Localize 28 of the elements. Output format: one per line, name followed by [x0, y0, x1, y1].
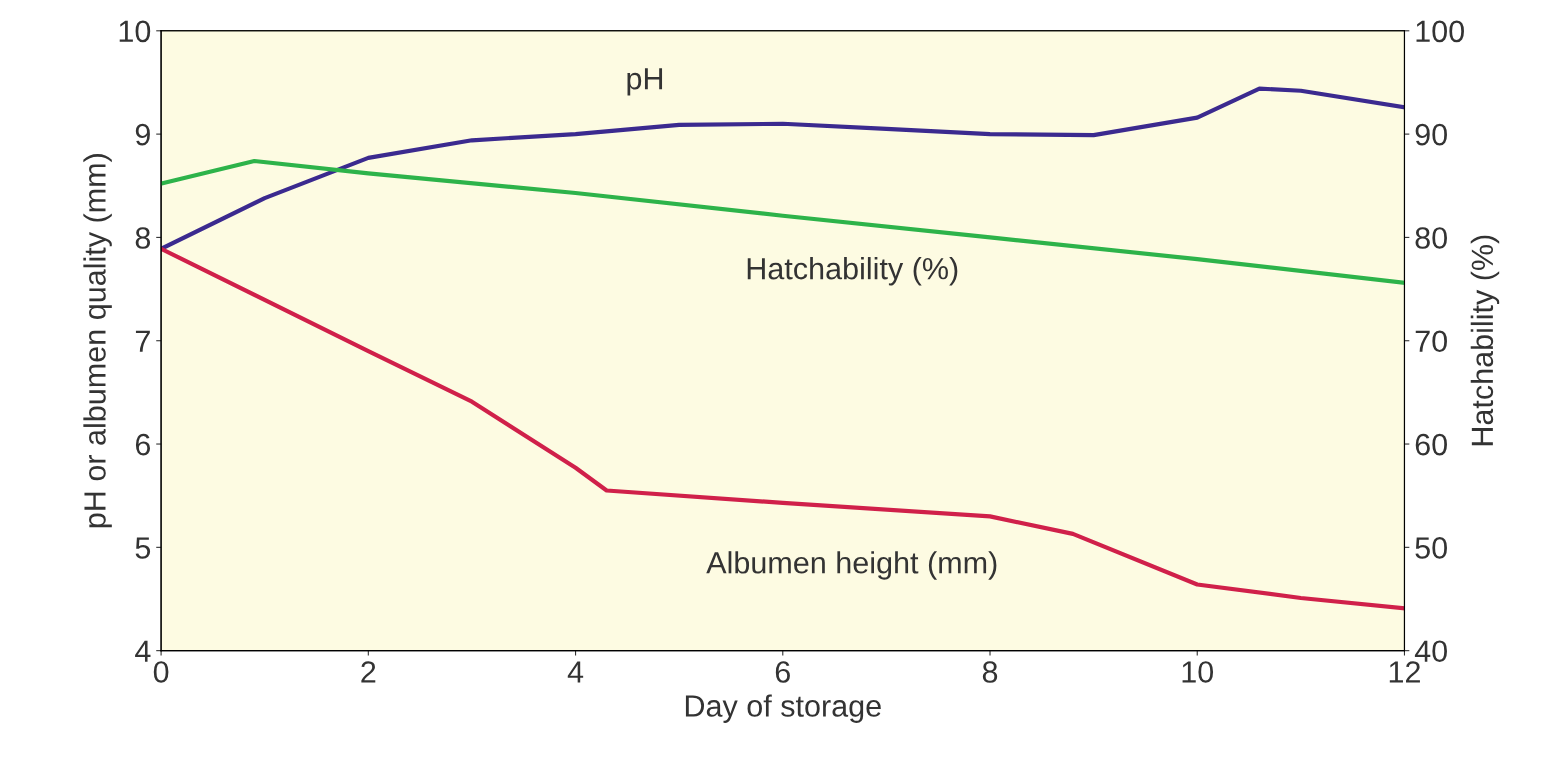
y2-tick-label: 90 [1415, 123, 1447, 146]
y-axis-title: pH or albumen quality (mm) [83, 154, 112, 528]
x-tick-label: 8 [982, 661, 998, 683]
y-tick-label: 6 [135, 433, 151, 456]
x-tick-label: 2 [361, 661, 376, 683]
y-tick-label: 8 [135, 227, 151, 249]
x-tick-label: 0 [153, 661, 169, 683]
line-series [161, 158, 1405, 285]
line-series [161, 246, 1405, 611]
y2-tick-label: 50 [1415, 537, 1447, 559]
y-tick-label: 7 [135, 330, 150, 352]
y-tick-label: 5 [135, 537, 151, 559]
y-tick-label: 9 [135, 123, 150, 146]
x-tick-label: 4 [567, 661, 584, 683]
y2-tick-label: 70 [1415, 330, 1447, 353]
x-tick-label: 10 [1182, 661, 1214, 683]
y-tick-label: 4 [135, 640, 151, 662]
y2-tick-label: 80 [1415, 227, 1447, 249]
x-tick-label: 12 [1389, 661, 1420, 683]
series-label: pH [627, 68, 663, 96]
y2-tick-label: 100 [1416, 20, 1464, 43]
y2-axis-title: Hatchability (%) [1470, 235, 1500, 446]
x-axis-title: Day of storage [685, 694, 881, 723]
x-tick-label: 6 [775, 661, 790, 683]
series-label: Hatchability (%) [747, 257, 958, 286]
y-tick-label: 10 [119, 20, 151, 43]
series-label: Albumen height (mm) [706, 551, 997, 580]
y2-tick-label: 60 [1415, 433, 1447, 456]
